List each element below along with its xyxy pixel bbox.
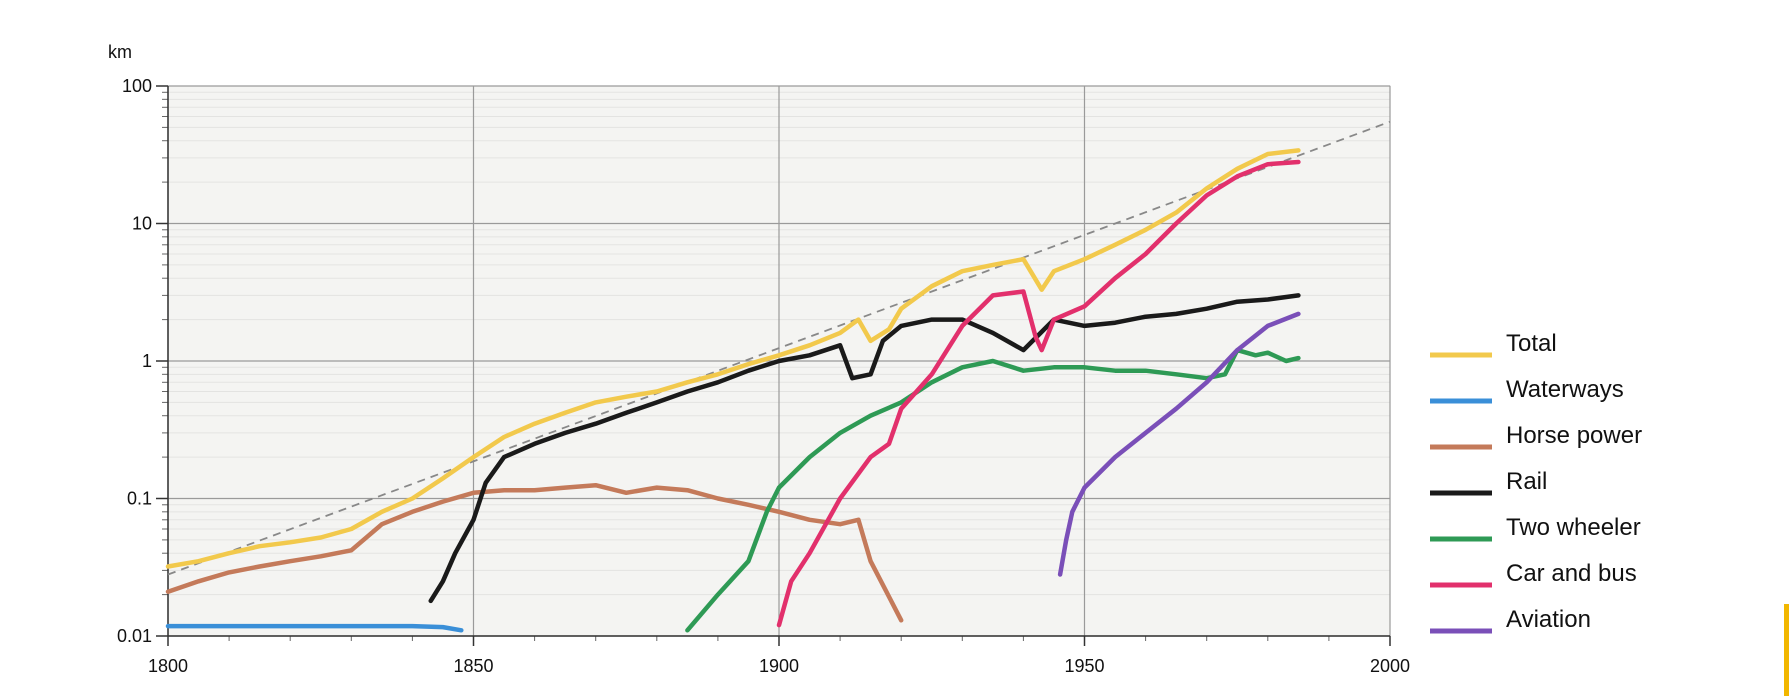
legend-label-waterways: Waterways	[1506, 376, 1624, 403]
series-line-waterways	[165, 623, 464, 633]
legend-label-aviation: Aviation	[1506, 606, 1591, 633]
trend-line	[167, 120, 1391, 576]
decorative-edge-strip	[1784, 604, 1789, 696]
axes: 0.01 0.1 1 10 100 1800 1850 1900 1950 2000	[117, 76, 1410, 676]
y-tick-label: 0.1	[127, 489, 152, 509]
y-tick-label: 100	[122, 76, 152, 96]
trend-line-group	[167, 120, 1391, 576]
legend-label-total: Total	[1506, 330, 1557, 357]
legend-label-car-and-bus: Car and bus	[1506, 560, 1637, 587]
y-tick-label: 1	[142, 351, 152, 371]
series-line-car-and-bus	[776, 159, 1301, 628]
y-tick-label: 10	[132, 214, 152, 234]
series-line-aviation	[1057, 311, 1301, 577]
series-line-horse-power	[165, 482, 904, 623]
series-line-total	[165, 148, 1301, 569]
x-tick-label: 1900	[759, 656, 799, 676]
x-tick-label: 2000	[1370, 656, 1410, 676]
y-tick-label: 0.01	[117, 626, 152, 646]
legend-label-two-wheeler: Two wheeler	[1506, 514, 1641, 541]
legend-label-rail: Rail	[1506, 468, 1547, 495]
legend-label-horse-power: Horse power	[1506, 422, 1642, 449]
x-tick-label: 1950	[1064, 656, 1104, 676]
x-tick-label: 1800	[148, 656, 188, 676]
y-axis-unit-label: km	[108, 42, 132, 62]
series-group	[165, 148, 1301, 633]
x-tick-label: 1850	[453, 656, 493, 676]
legend: Total Waterways Horse power Rail Two wheeler…	[1430, 330, 1642, 634]
series-line-rail	[428, 293, 1301, 604]
